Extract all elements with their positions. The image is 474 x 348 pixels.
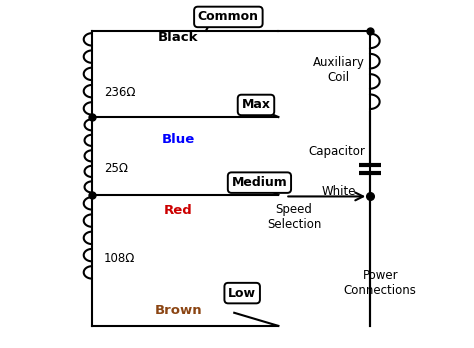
Text: Max: Max bbox=[241, 98, 271, 111]
Text: Low: Low bbox=[228, 287, 256, 300]
Text: Blue: Blue bbox=[162, 133, 195, 146]
Text: Power
Connections: Power Connections bbox=[344, 269, 417, 297]
Text: White: White bbox=[321, 185, 356, 198]
Text: Black: Black bbox=[158, 31, 199, 44]
Text: Common: Common bbox=[198, 10, 259, 23]
Text: Speed
Selection: Speed Selection bbox=[267, 203, 321, 231]
Text: 25Ω: 25Ω bbox=[104, 162, 128, 175]
Text: Auxiliary
Coil: Auxiliary Coil bbox=[313, 56, 365, 85]
Text: 236Ω: 236Ω bbox=[104, 86, 136, 100]
Text: Capacitor: Capacitor bbox=[309, 145, 365, 158]
Text: Red: Red bbox=[164, 204, 193, 217]
Text: 108Ω: 108Ω bbox=[104, 252, 136, 265]
Text: Medium: Medium bbox=[232, 176, 287, 189]
Text: Brown: Brown bbox=[155, 304, 202, 317]
